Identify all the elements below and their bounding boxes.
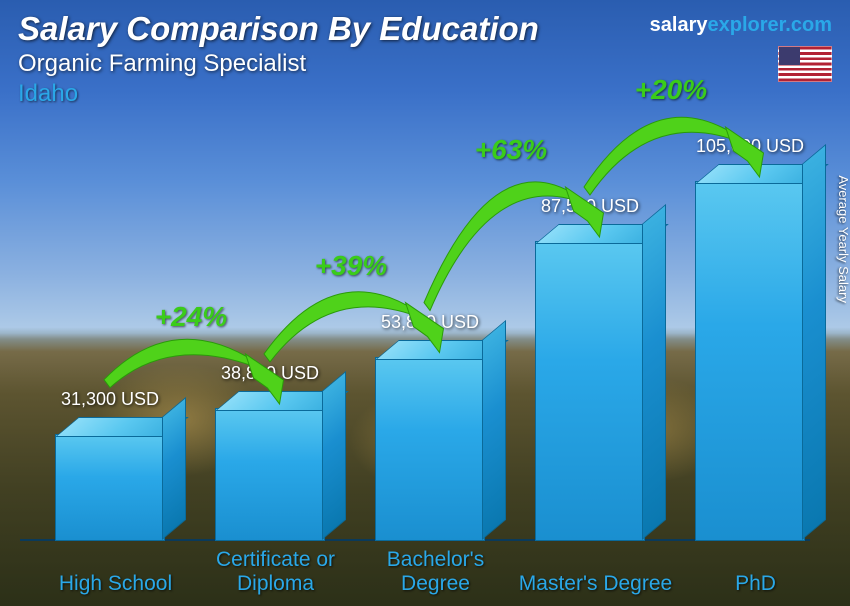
bar-chart: 31,300 USDHigh School38,800 USDCertifica… (0, 0, 850, 606)
pct-increase-3: +20% (635, 74, 707, 106)
increase-arrow-3 (0, 0, 850, 606)
